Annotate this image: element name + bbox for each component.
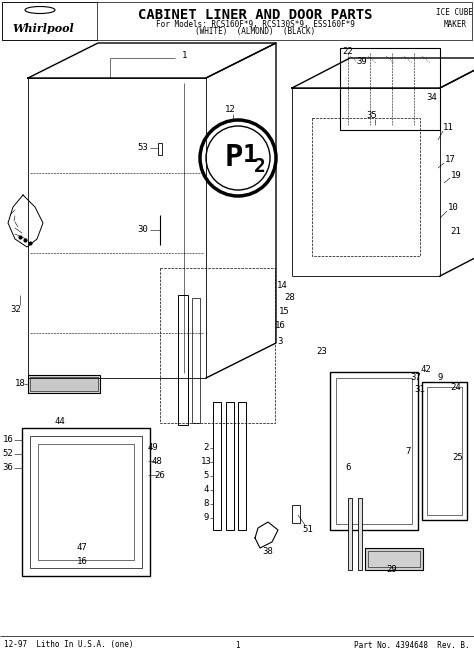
Text: 23: 23 bbox=[317, 347, 328, 356]
Text: 21: 21 bbox=[451, 228, 461, 237]
Text: 19: 19 bbox=[451, 171, 461, 179]
Bar bbox=[368, 551, 420, 567]
Bar bbox=[160, 268, 275, 423]
Bar bbox=[192, 298, 200, 423]
Bar bbox=[340, 48, 440, 130]
Text: 18: 18 bbox=[15, 379, 26, 388]
Text: 7: 7 bbox=[405, 447, 410, 456]
Text: ICE CUBE
MAKER: ICE CUBE MAKER bbox=[437, 8, 474, 29]
Text: 17: 17 bbox=[445, 156, 456, 165]
Text: 53: 53 bbox=[137, 143, 148, 152]
Bar bbox=[292, 505, 300, 523]
Text: 12: 12 bbox=[225, 105, 236, 114]
Text: 6: 6 bbox=[346, 464, 351, 472]
Circle shape bbox=[200, 120, 276, 196]
Text: 10: 10 bbox=[447, 203, 458, 213]
Text: 16: 16 bbox=[274, 320, 285, 330]
Text: 5: 5 bbox=[203, 472, 209, 481]
Text: 42: 42 bbox=[420, 366, 431, 375]
Bar bbox=[158, 143, 162, 155]
Text: 29: 29 bbox=[387, 566, 397, 574]
Bar bbox=[348, 498, 352, 570]
Bar bbox=[30, 377, 98, 391]
Text: 51: 51 bbox=[302, 526, 313, 534]
Bar bbox=[365, 548, 423, 570]
Text: 37: 37 bbox=[410, 373, 421, 383]
Text: Whirlpool: Whirlpool bbox=[12, 22, 74, 33]
Bar bbox=[2, 2, 472, 40]
Bar bbox=[226, 402, 234, 530]
Text: 9: 9 bbox=[203, 513, 209, 523]
Text: 36: 36 bbox=[3, 464, 13, 472]
Text: 4: 4 bbox=[203, 485, 209, 494]
Text: 48: 48 bbox=[152, 456, 163, 466]
Text: 44: 44 bbox=[55, 417, 65, 426]
Text: 31: 31 bbox=[415, 385, 425, 394]
Text: 39: 39 bbox=[356, 58, 367, 67]
Text: P: P bbox=[225, 143, 243, 173]
Text: 35: 35 bbox=[366, 111, 377, 120]
Text: 11: 11 bbox=[443, 124, 453, 133]
Bar bbox=[213, 402, 221, 530]
Text: 1: 1 bbox=[243, 143, 257, 167]
Bar bbox=[2, 2, 97, 40]
Text: 28: 28 bbox=[284, 294, 295, 303]
Bar bbox=[38, 444, 134, 560]
Bar bbox=[312, 118, 420, 256]
Text: 8: 8 bbox=[203, 500, 209, 509]
Text: 9: 9 bbox=[438, 373, 443, 383]
Text: 24: 24 bbox=[451, 383, 461, 392]
Text: 16: 16 bbox=[3, 436, 13, 445]
Text: Part No. 4394648  Rev. B.: Part No. 4394648 Rev. B. bbox=[355, 640, 470, 649]
Text: 47: 47 bbox=[77, 543, 87, 553]
Text: 16: 16 bbox=[77, 557, 87, 566]
Bar bbox=[238, 402, 246, 530]
Text: 12-97  Litho In U.S.A. (one): 12-97 Litho In U.S.A. (one) bbox=[4, 640, 134, 649]
Text: 13: 13 bbox=[201, 458, 211, 466]
Text: 38: 38 bbox=[263, 547, 273, 557]
Text: 3: 3 bbox=[277, 337, 283, 347]
Text: 52: 52 bbox=[3, 449, 13, 458]
Text: 34: 34 bbox=[427, 94, 438, 103]
Text: For Models: RCS160F*9, RCS130S*9, ESS160F*9: For Models: RCS160F*9, RCS130S*9, ESS160… bbox=[155, 20, 355, 29]
Text: 2: 2 bbox=[254, 156, 266, 175]
Text: (WHITE)  (ALMOND)  (BLACK): (WHITE) (ALMOND) (BLACK) bbox=[195, 27, 315, 36]
Bar bbox=[336, 378, 412, 524]
Bar bbox=[427, 387, 462, 515]
Text: 25: 25 bbox=[453, 453, 464, 462]
Text: 32: 32 bbox=[10, 305, 21, 315]
Bar bbox=[358, 498, 362, 570]
Circle shape bbox=[206, 126, 270, 190]
Bar bbox=[422, 382, 467, 520]
Text: 22: 22 bbox=[343, 48, 354, 56]
Text: 1: 1 bbox=[235, 640, 239, 649]
Bar bbox=[22, 428, 150, 576]
Bar bbox=[330, 372, 418, 530]
Text: 14: 14 bbox=[277, 281, 287, 290]
Text: 30: 30 bbox=[137, 226, 148, 235]
Text: 15: 15 bbox=[279, 307, 289, 317]
Text: 49: 49 bbox=[147, 443, 158, 453]
Text: CABINET LINER AND DOOR PARTS: CABINET LINER AND DOOR PARTS bbox=[138, 8, 372, 22]
Bar bbox=[30, 436, 142, 568]
Text: 2: 2 bbox=[203, 443, 209, 453]
Text: 26: 26 bbox=[155, 470, 165, 479]
Bar bbox=[28, 375, 100, 393]
Text: 1: 1 bbox=[182, 52, 188, 61]
Bar bbox=[178, 295, 188, 425]
